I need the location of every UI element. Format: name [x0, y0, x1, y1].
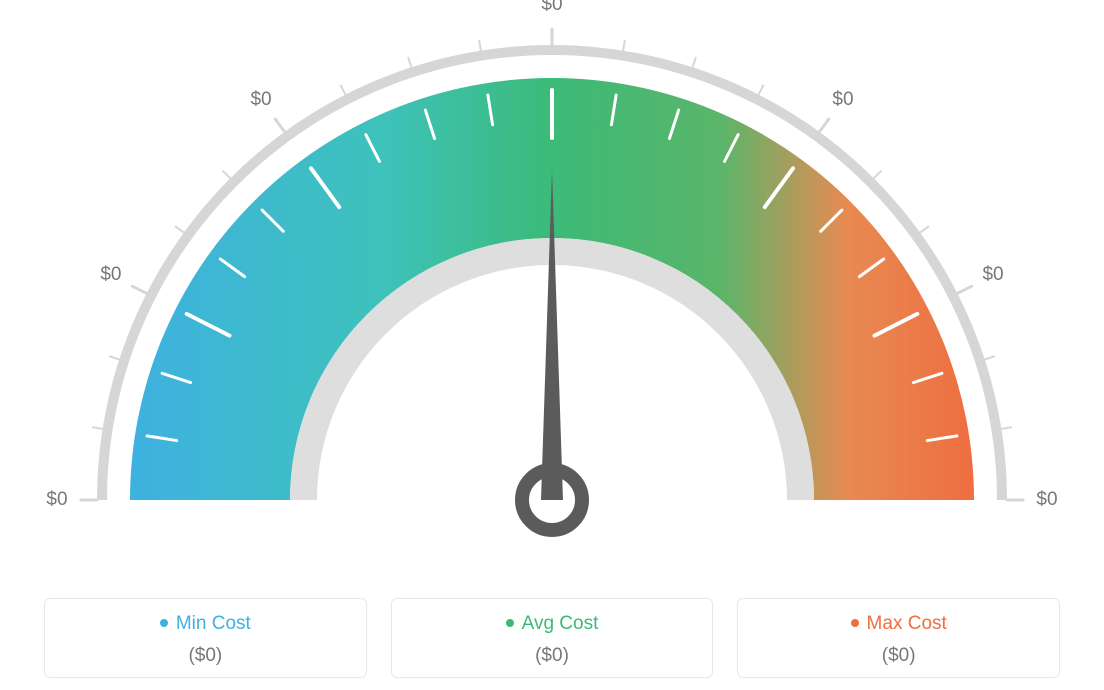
gauge-tick-label: $0 [982, 264, 1003, 286]
legend-label-min: Min Cost [176, 613, 251, 634]
legend-dot-max [851, 619, 859, 627]
legend-value-max: ($0) [738, 645, 1059, 667]
gauge-tick-label: $0 [832, 89, 853, 111]
gauge-chart: $0 $0 $0 $0 $0 $0 $0 [0, 0, 1104, 560]
gauge-tick-label: $0 [541, 0, 562, 16]
legend-box-min: Min Cost ($0) [44, 598, 367, 678]
legend-dot-avg [506, 619, 514, 627]
gauge-svg [0, 0, 1104, 560]
legend-box-max: Max Cost ($0) [737, 598, 1060, 678]
gauge-tick-label: $0 [1036, 489, 1057, 511]
legend-box-avg: Avg Cost ($0) [391, 598, 714, 678]
legend-row: Min Cost ($0) Avg Cost ($0) Max Cost ($0… [0, 598, 1104, 678]
legend-value-min: ($0) [45, 645, 366, 667]
gauge-tick-label: $0 [46, 489, 67, 511]
legend-title-max: Max Cost [738, 613, 1059, 635]
legend-value-avg: ($0) [392, 645, 713, 667]
legend-label-avg: Avg Cost [522, 613, 599, 634]
legend-title-avg: Avg Cost [392, 613, 713, 635]
legend-label-max: Max Cost [867, 613, 947, 634]
legend-dot-min [160, 619, 168, 627]
gauge-tick-label: $0 [100, 264, 121, 286]
legend-title-min: Min Cost [45, 613, 366, 635]
gauge-tick-label: $0 [250, 89, 271, 111]
